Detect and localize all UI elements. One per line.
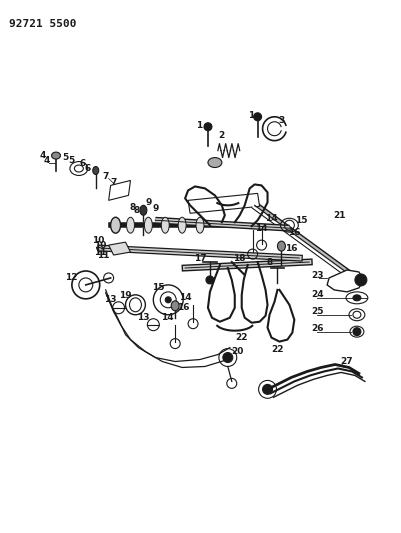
Text: 14: 14: [178, 293, 191, 302]
Text: 11: 11: [97, 251, 109, 260]
Text: 8: 8: [133, 206, 139, 215]
Text: 1: 1: [195, 121, 202, 130]
Ellipse shape: [144, 217, 152, 233]
Text: 7: 7: [102, 172, 109, 181]
Text: 6: 6: [79, 159, 86, 168]
Circle shape: [354, 274, 366, 286]
Text: 27: 27: [340, 357, 352, 366]
Text: 7: 7: [110, 178, 117, 187]
Ellipse shape: [126, 217, 134, 233]
Text: 16: 16: [176, 303, 189, 312]
Circle shape: [205, 276, 213, 284]
Ellipse shape: [140, 205, 146, 215]
Text: 15: 15: [294, 216, 307, 225]
Circle shape: [222, 352, 232, 362]
Text: 3: 3: [277, 116, 284, 125]
Text: 19: 19: [119, 292, 132, 301]
Ellipse shape: [207, 158, 221, 167]
Polygon shape: [326, 270, 363, 292]
Text: 21: 21: [332, 211, 344, 220]
Text: 2: 2: [218, 131, 225, 140]
Ellipse shape: [161, 217, 169, 233]
Text: 20: 20: [231, 347, 243, 356]
Text: 12: 12: [65, 273, 77, 282]
Text: 26: 26: [310, 324, 323, 333]
Ellipse shape: [178, 217, 186, 233]
Circle shape: [262, 384, 272, 394]
Text: 9: 9: [152, 204, 158, 213]
Polygon shape: [108, 181, 130, 200]
Text: 92721 5500: 92721 5500: [9, 19, 77, 29]
Text: 5: 5: [62, 153, 68, 162]
Polygon shape: [108, 242, 130, 255]
Text: 17: 17: [193, 254, 206, 263]
Text: 22: 22: [271, 345, 283, 354]
Text: 4: 4: [44, 156, 50, 165]
Text: 24: 24: [310, 290, 323, 300]
Text: 10: 10: [94, 240, 107, 249]
Ellipse shape: [171, 301, 179, 311]
Text: 16: 16: [284, 244, 297, 253]
Ellipse shape: [93, 166, 99, 174]
Polygon shape: [188, 193, 259, 213]
Ellipse shape: [277, 241, 285, 251]
Circle shape: [203, 123, 211, 131]
Text: 13: 13: [137, 313, 149, 322]
Ellipse shape: [352, 295, 360, 301]
Text: 10: 10: [92, 236, 105, 245]
Text: 11: 11: [94, 247, 107, 256]
Text: 15: 15: [152, 284, 164, 293]
Text: 8: 8: [129, 203, 135, 212]
Ellipse shape: [110, 217, 120, 233]
Text: 1: 1: [248, 111, 254, 120]
Text: 25: 25: [310, 307, 323, 316]
Ellipse shape: [51, 152, 60, 159]
Circle shape: [352, 328, 360, 336]
Text: 22: 22: [235, 333, 247, 342]
Circle shape: [165, 297, 171, 303]
Text: 4: 4: [40, 151, 46, 160]
Text: 16: 16: [288, 228, 300, 237]
Text: 14: 14: [265, 214, 277, 223]
Text: 8: 8: [266, 257, 272, 266]
Circle shape: [253, 113, 261, 121]
Text: 6: 6: [85, 164, 91, 173]
Text: 23: 23: [310, 271, 323, 280]
Text: 18: 18: [233, 254, 245, 263]
Text: 13: 13: [104, 295, 117, 304]
Ellipse shape: [196, 217, 203, 233]
Text: 9: 9: [145, 198, 151, 207]
Text: 14: 14: [160, 313, 173, 322]
Text: 14: 14: [255, 224, 267, 233]
Text: 5: 5: [68, 156, 74, 165]
